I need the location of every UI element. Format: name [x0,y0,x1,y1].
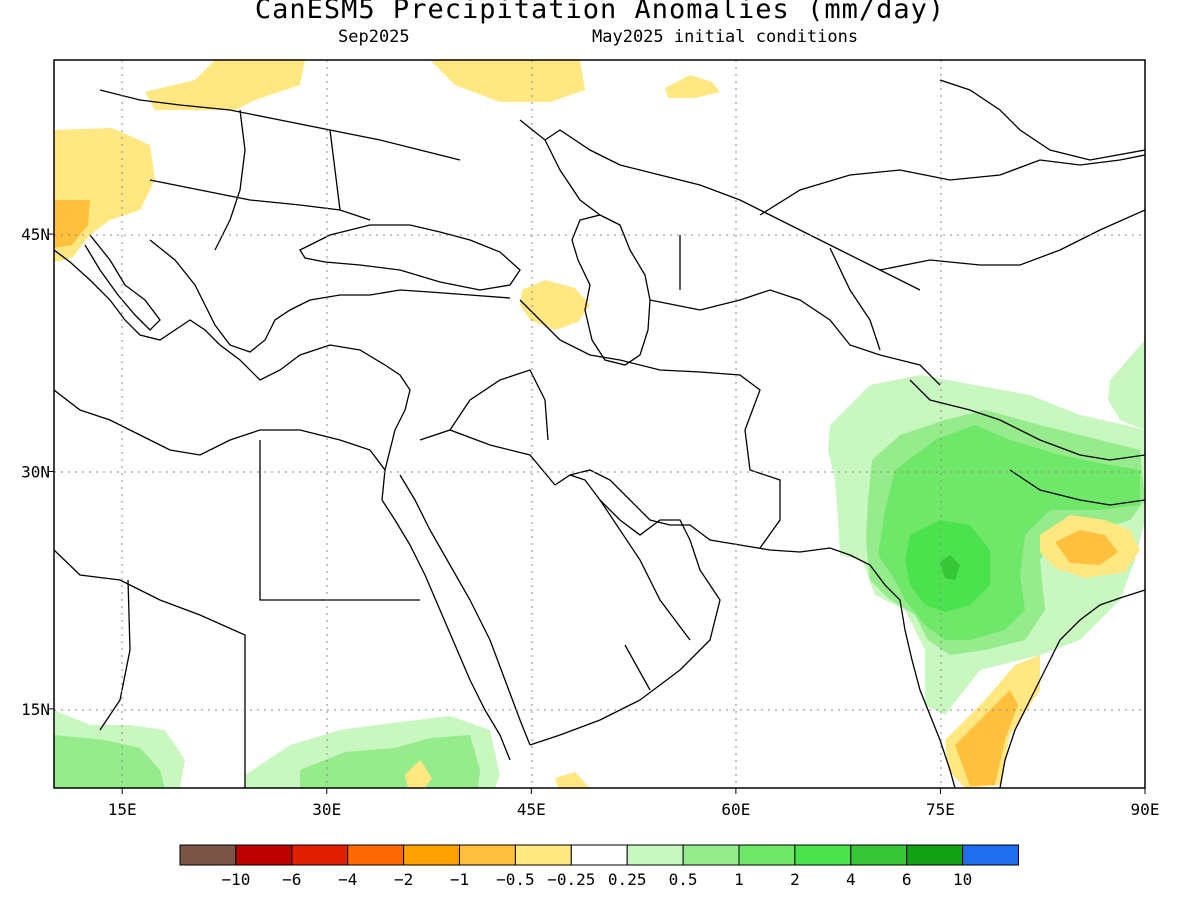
anomaly-region [1108,340,1145,430]
colorbar-swatch [514,844,572,866]
anomaly-region [430,60,585,102]
coastlines [54,79,1145,788]
colorbar-label: −2 [394,870,413,889]
colorbar-label: −10 [221,870,250,889]
colorbar-swatch [794,844,852,866]
colorbar-label: −0.25 [547,870,595,889]
anomaly-field [54,60,1145,788]
x-tick-label: 45E [517,800,546,819]
colorbar-label: 0.5 [669,870,698,889]
anomaly-region [145,60,305,110]
anomaly-region [520,280,590,330]
x-tick-label: 75E [926,800,955,819]
y-axis: 45N 30N 15N [21,225,54,719]
colorbar-label: 2 [790,870,800,889]
y-tick-label: 30N [21,462,50,481]
colorbar-swatch [850,844,908,866]
colorbar-label: 0.25 [608,870,647,889]
anomaly-region [555,772,590,788]
colorbar-swatch [570,844,628,866]
colorbar-label: −1 [450,870,469,889]
colorbar-swatch [403,844,461,866]
anomaly-region [940,555,960,580]
x-tick-label: 15E [108,800,137,819]
colorbar-swatch [459,844,516,866]
y-tick-label: 15N [21,700,50,719]
colorbar-swatch [235,844,293,866]
y-tick-label: 45N [21,225,50,244]
anomaly-region [665,75,720,98]
colorbar-swatch [906,844,964,866]
colorbar-label: 6 [902,870,912,889]
anomaly-region [54,735,165,788]
x-tick-label: 60E [721,800,750,819]
colorbar-swatch [962,844,1019,866]
x-tick-label: 90E [1131,800,1160,819]
colorbar-label: 4 [846,870,856,889]
colorbar: −10 −6 −4 −2 −1 −0.5 −0.25 0.25 0.5 1 2 4 6 10 [179,844,1019,889]
graticule [54,60,1145,788]
colorbar-label: −6 [282,870,301,889]
colorbar-swatch [291,844,349,866]
colorbar-swatch [179,844,237,866]
colorbar-label: −0.5 [496,870,535,889]
colorbar-label: 10 [953,870,972,889]
anomaly-region [54,200,90,248]
colorbar-swatch [738,844,796,866]
colorbar-swatch [682,844,740,866]
anomaly-region [1055,530,1118,565]
colorbar-label: 1 [734,870,744,889]
colorbar-swatch [347,844,405,866]
forecast-month: Sep2025 [338,27,410,47]
anomaly-region [405,760,432,788]
initial-conditions: May2025 initial conditions [592,27,859,47]
x-tick-label: 30E [312,800,341,819]
map-frame [53,59,1146,789]
colorbar-label: −4 [338,870,357,889]
anomaly-region [955,690,1018,786]
x-axis: 15E 30E 45E 60E 75E 90E [108,788,1160,819]
map-title: CanESM5 Precipitation Anomalies (mm/day) [254,0,946,25]
colorbar-swatch [626,844,684,866]
anomaly-region [300,735,480,788]
